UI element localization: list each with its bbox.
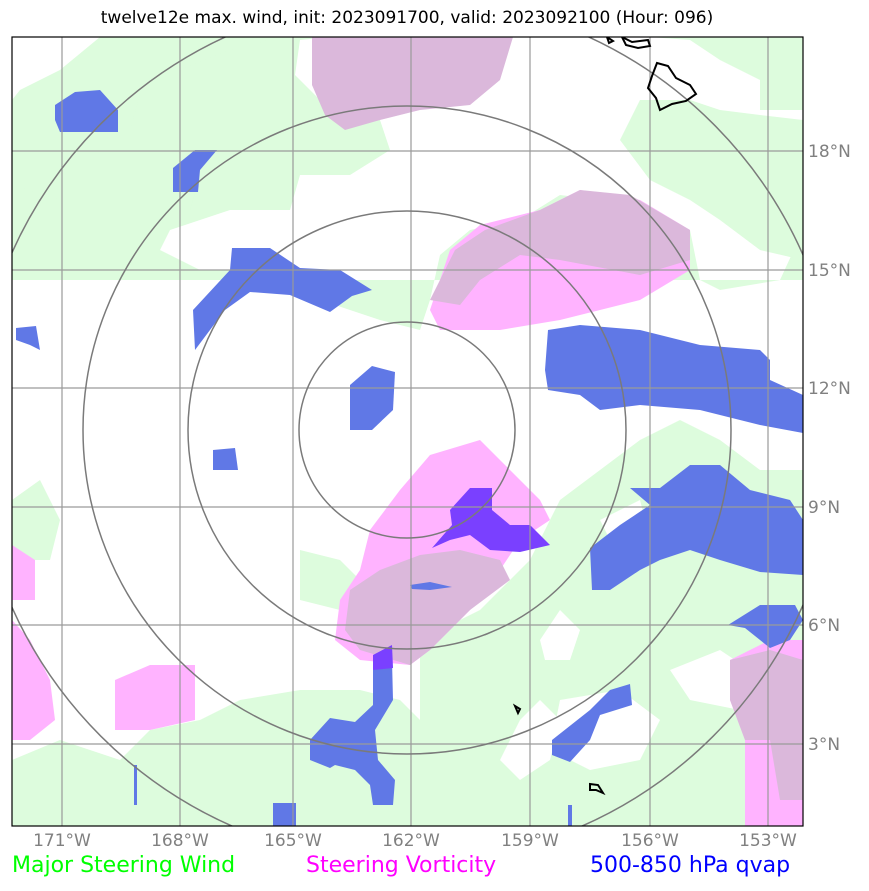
- qvap-region: [590, 465, 803, 590]
- distance-ring: [82, 105, 732, 755]
- coastlines: [512, 37, 698, 796]
- qvap-region: [134, 765, 137, 805]
- legend-major-steering-wind: Major Steering Wind: [12, 853, 236, 878]
- wind-gap: [12, 37, 100, 100]
- qvap-region: [552, 684, 632, 762]
- qvap-region: [568, 805, 572, 826]
- vorticity-region: [12, 620, 55, 740]
- islet-coast: [512, 703, 522, 716]
- wind-region: [12, 480, 60, 560]
- qvap-region: [728, 605, 803, 648]
- overlap-region: [345, 550, 510, 665]
- qvap-region: [545, 325, 803, 433]
- islet-coast: [589, 782, 606, 796]
- latitude-tick-label: 3°N: [808, 735, 840, 755]
- qvap-region: [373, 645, 393, 670]
- wind-region: [12, 690, 420, 826]
- distance-ring: [298, 321, 516, 539]
- islet-coast: [605, 37, 615, 45]
- longitude-tick-label: 168°W: [151, 831, 209, 851]
- qvap-region: [432, 488, 550, 552]
- qvap-region: [350, 366, 395, 430]
- latitude-tick-label: 12°N: [808, 379, 851, 399]
- plot-frame: [11, 36, 804, 827]
- qvap-region: [16, 326, 40, 350]
- qvap-region: [193, 248, 372, 350]
- distance-rings: [12, 37, 803, 826]
- longitude-tick-label: 159°W: [501, 831, 559, 851]
- longitude-tick-label: 162°W: [382, 831, 440, 851]
- wind-region: [12, 37, 280, 225]
- vorticity-region: [115, 665, 195, 730]
- qvap-region: [410, 582, 452, 590]
- qvap-region: [310, 660, 395, 805]
- longitude-tick-label: 171°W: [33, 831, 91, 851]
- qvap-region: [273, 803, 296, 826]
- overlap-region: [730, 650, 803, 800]
- distance-ring: [187, 210, 627, 650]
- legend-steering-vorticity: Steering Vorticity: [306, 853, 497, 878]
- overlap-layer: [312, 37, 803, 800]
- qvap-region: [213, 448, 238, 470]
- legend-qvap: 500-850 hPa qvap: [590, 853, 791, 878]
- map-title: twelve12e max. wind, init: 2023091700, v…: [100, 8, 714, 28]
- graticule: [12, 37, 803, 826]
- longitude-ticks: 171°W 168°W 165°W 162°W 159°W 156°W 153°W: [33, 831, 797, 851]
- latitude-tick-label: 9°N: [808, 498, 840, 518]
- maui-coast: [620, 37, 652, 50]
- longitude-tick-label: 153°W: [739, 831, 797, 851]
- latitude-tick-label: 6°N: [808, 616, 840, 636]
- longitude-tick-label: 156°W: [621, 831, 679, 851]
- hawaii-big-island-coast: [646, 61, 698, 112]
- overlap-region: [312, 37, 513, 130]
- wind-region: [620, 100, 803, 260]
- qvap-layer: [16, 90, 803, 826]
- map-plot-area: [12, 37, 803, 826]
- overlap-region: [430, 190, 690, 305]
- wind-gap: [540, 610, 580, 660]
- latitude-tick-label: 18°N: [808, 142, 851, 162]
- wind-gap: [510, 60, 650, 110]
- vorticity-region: [12, 545, 35, 600]
- latitude-tick-label: 15°N: [808, 261, 851, 281]
- latitude-ticks: 18°N 15°N 12°N 9°N 6°N 3°N: [808, 142, 851, 755]
- qvap-region: [173, 150, 217, 192]
- longitude-tick-label: 165°W: [264, 831, 322, 851]
